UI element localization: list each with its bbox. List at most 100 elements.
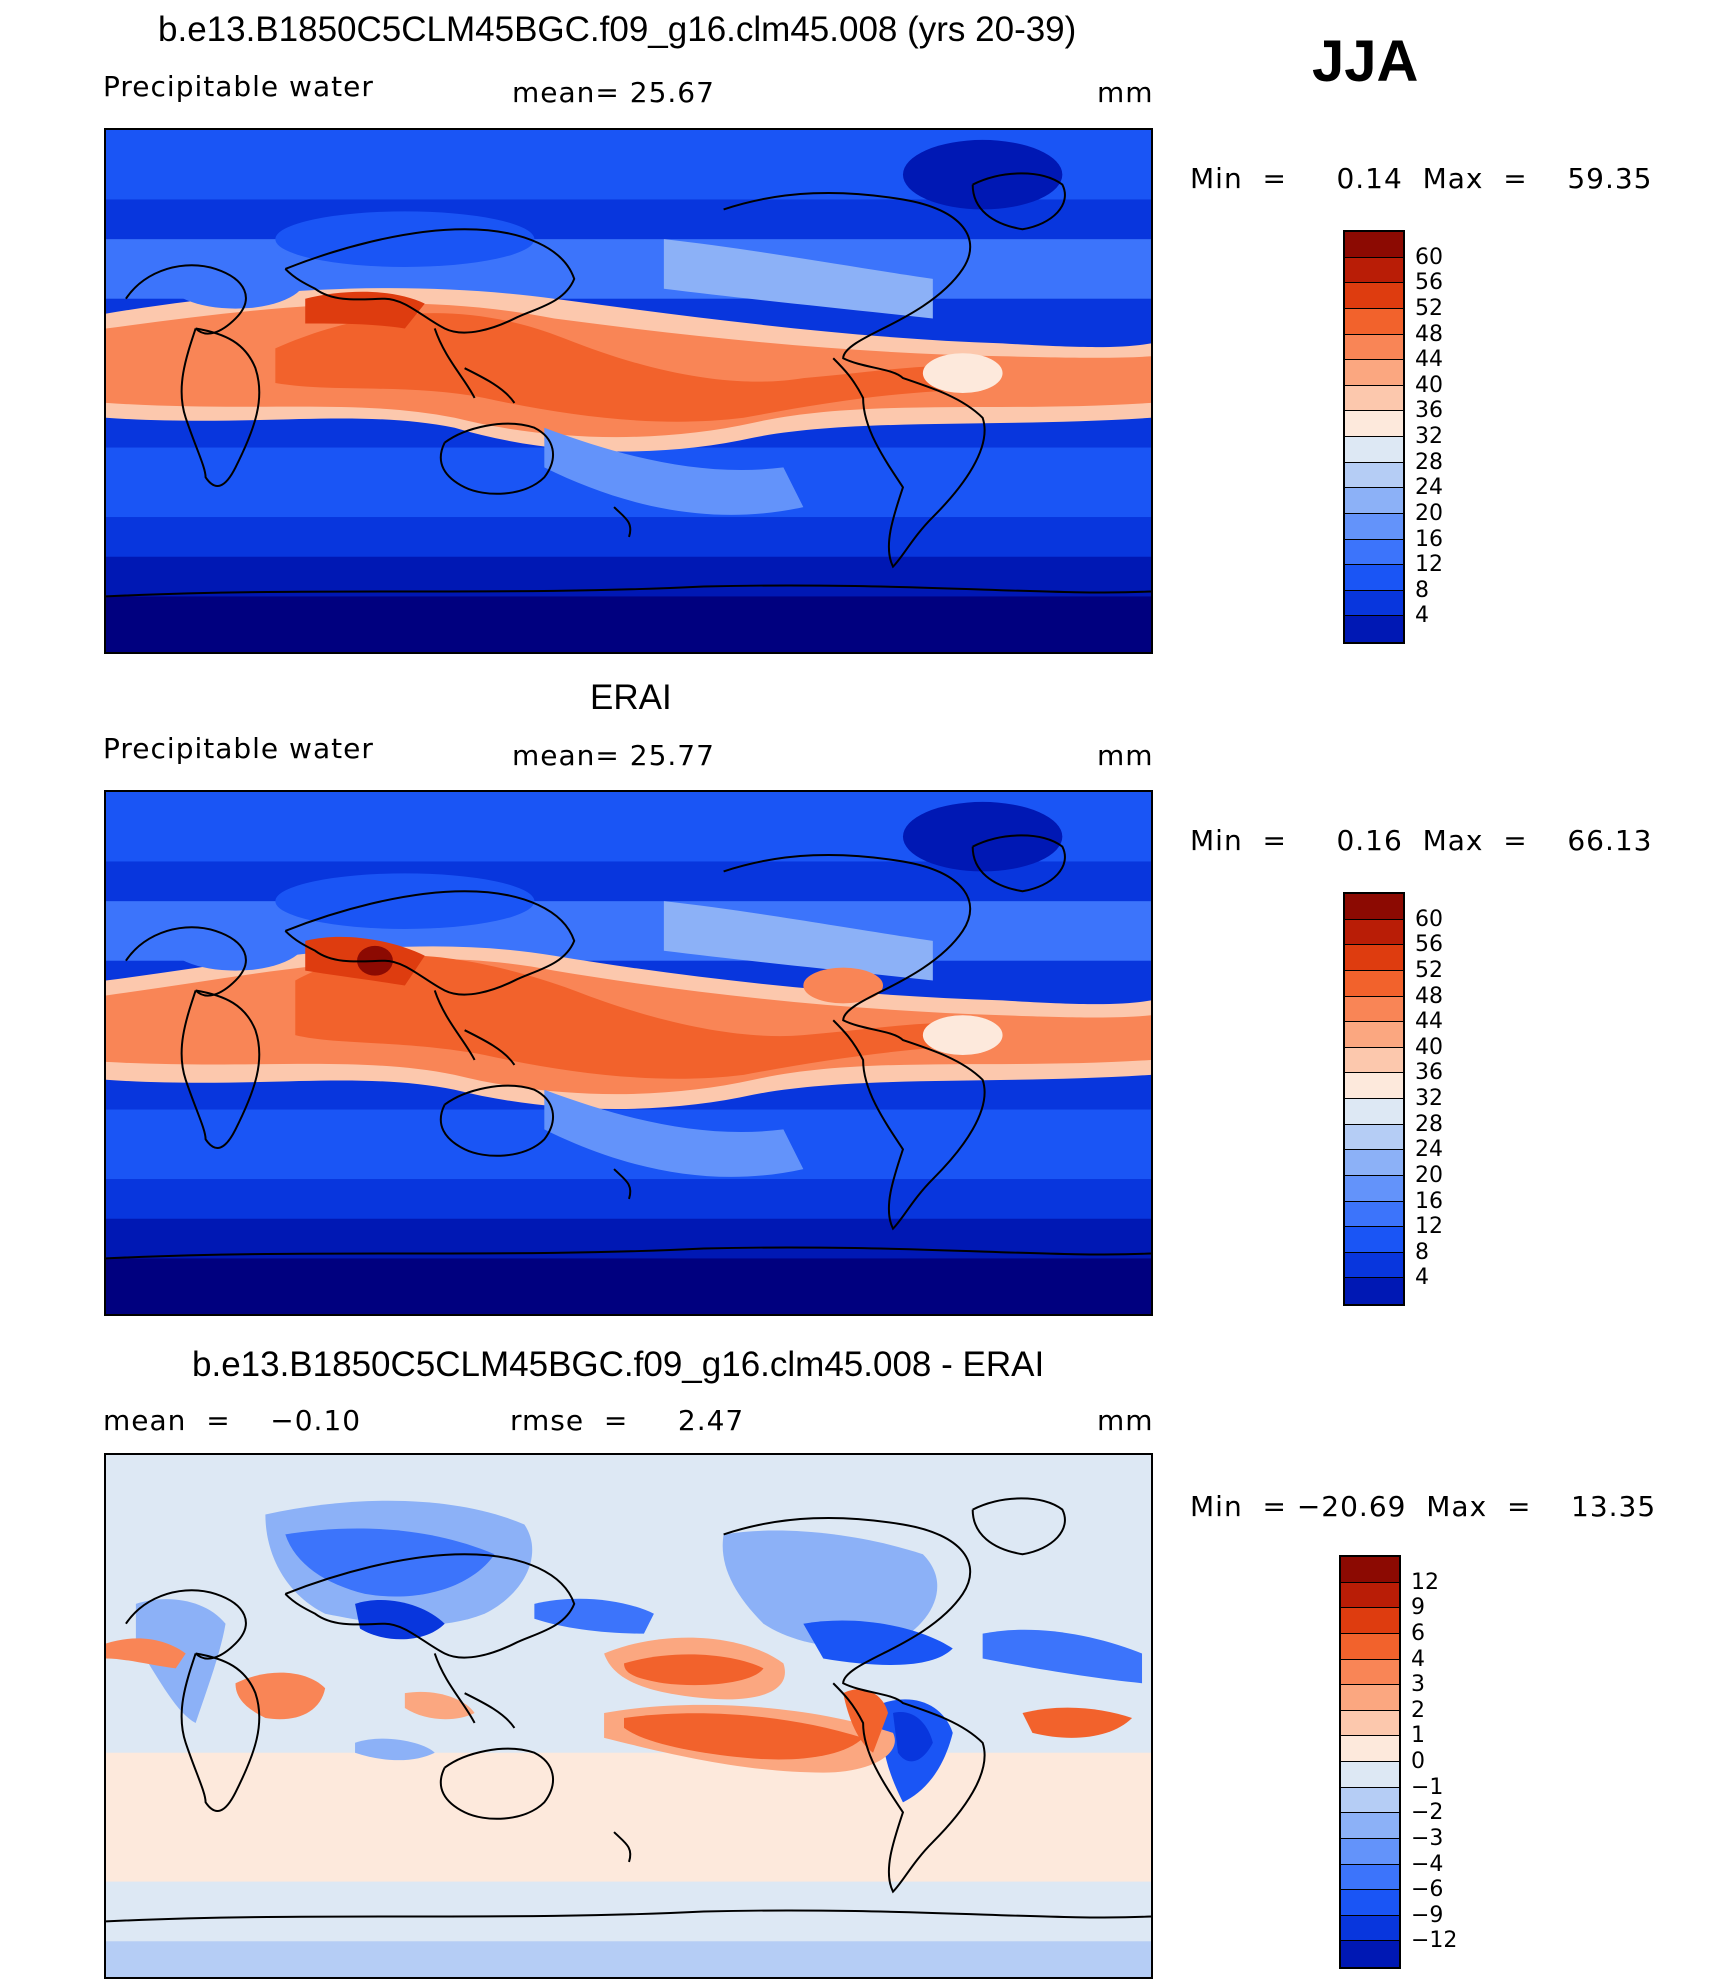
panel3-units: mm [1097,1404,1154,1437]
colorbar-tick-label: 24 [1415,1137,1443,1163]
colorbar-swatch [1345,1124,1403,1151]
colorbar-swatch [1345,1175,1403,1202]
colorbar-swatch [1341,1633,1399,1660]
colorbar-swatch [1341,1608,1399,1634]
colorbar-swatch [1345,1099,1403,1125]
colorbar-tick-label: 32 [1415,1086,1443,1111]
colorbar-swatch [1345,513,1403,540]
colorbar-tick-label: 60 [1415,906,1443,932]
colorbar-tick-label: −9 [1411,1902,1444,1928]
colorbar-swatch [1345,1150,1403,1176]
panel2-title: ERAI [590,678,672,717]
colorbar-swatch [1345,539,1403,566]
colorbar-tick-label: 28 [1415,1111,1443,1137]
colorbar-swatch [1345,411,1403,437]
colorbar-swatch [1345,1252,1403,1279]
colorbar-swatch [1345,462,1403,489]
colorbar-tick-label: 16 [1415,1188,1443,1214]
colorbar-tick-label: 20 [1415,1162,1443,1188]
colorbar-swatch [1341,1762,1399,1788]
colorbar-swatch [1341,1838,1399,1865]
colorbar-tick-label: 4 [1415,1265,1429,1291]
colorbar-swatch [1345,488,1403,514]
colorbar-swatch [1345,283,1403,309]
colorbar-tick-label: −4 [1411,1851,1444,1877]
colorbar-tick-label: 12 [1411,1569,1439,1595]
panel3-minmax: Min = −20.69 Max = 13.35 [1190,1490,1657,1523]
colorbar-swatch [1341,1710,1399,1737]
colorbar-tick-label: 24 [1415,475,1443,501]
colorbar-swatch [1341,1659,1399,1686]
colorbar-swatch [1341,1890,1399,1916]
colorbar-swatch [1345,970,1403,997]
colorbar-tick-label: −1 [1411,1774,1444,1800]
colorbar-tick-label: 16 [1415,526,1443,552]
colorbar-tick-label: 48 [1415,321,1443,347]
colorbar-tick-label: 0 [1411,1749,1425,1774]
colorbar-tick-label: 48 [1415,983,1443,1009]
panel3-rmse: rmse = 2.47 [510,1404,745,1437]
colorbar-tick-label: 4 [1411,1646,1425,1672]
colorbar-swatch [1345,257,1403,284]
colorbar-swatch [1345,894,1403,920]
colorbar-tick-label: −3 [1411,1825,1444,1851]
colorbar-swatch [1345,334,1403,361]
colorbar-tick-label: 8 [1415,1239,1429,1265]
panel3-mean: mean = −0.10 [103,1404,362,1437]
season-label: JJA [1312,29,1419,94]
colorbar-tick-label: 20 [1415,500,1443,526]
colorbar-swatch [1345,1073,1403,1099]
colorbar-swatch [1345,616,1403,642]
panel1-map [104,128,1153,654]
panel2-units: mm [1097,739,1154,772]
colorbar-tick-label: −2 [1411,1800,1444,1826]
panel3-title: b.e13.B1850C5CLM45BGC.f09_g16.clm45.008 … [192,1345,1045,1384]
colorbar-tick-label: 12 [1415,1214,1443,1240]
panel2-variable: Precipitable water [103,732,374,765]
colorbar-tick-label: 2 [1411,1697,1425,1723]
colorbar-swatch [1341,1941,1399,1967]
panel2-mean: mean= 25.77 [512,739,715,772]
colorbar-swatch [1341,1864,1399,1891]
panel2-map [104,790,1153,1316]
colorbar-swatch [1345,232,1403,258]
colorbar-tick-label: −12 [1411,1928,1458,1954]
colorbar-swatch [1341,1787,1399,1814]
colorbar-tick-label: 56 [1415,932,1443,958]
colorbar-swatch [1341,1685,1399,1711]
colorbar-tick-label: 4 [1415,603,1429,629]
panel2-colorbar [1343,892,1405,1306]
colorbar-swatch [1345,919,1403,946]
colorbar-swatch [1341,1915,1399,1942]
colorbar-swatch [1345,565,1403,591]
colorbar-swatch [1341,1557,1399,1583]
colorbar-swatch [1345,945,1403,971]
colorbar-swatch [1345,1227,1403,1253]
colorbar-swatch [1345,1201,1403,1228]
colorbar-tick-label: 60 [1415,244,1443,270]
panel1-mean: mean= 25.67 [512,76,715,109]
colorbar-tick-label: 9 [1411,1595,1425,1621]
colorbar-swatch [1345,1022,1403,1048]
panel1-variable: Precipitable water [103,70,374,103]
colorbar-tick-label: 6 [1411,1620,1425,1646]
colorbar-tick-label: 28 [1415,449,1443,475]
colorbar-swatch [1345,308,1403,335]
colorbar-tick-label: 32 [1415,424,1443,449]
colorbar-tick-label: 8 [1415,577,1429,603]
colorbar-tick-label: 36 [1415,1060,1443,1086]
panel3-map [104,1453,1153,1979]
panel2-minmax: Min = 0.16 Max = 66.13 [1190,824,1653,857]
colorbar-swatch [1345,360,1403,386]
colorbar-swatch [1341,1736,1399,1762]
colorbar-swatch [1345,1278,1403,1304]
colorbar-swatch [1345,385,1403,412]
panel1-colorbar [1343,230,1405,644]
panel1-title: b.e13.B1850C5CLM45BGC.f09_g16.clm45.008 … [158,10,1077,49]
colorbar-tick-label: 56 [1415,270,1443,296]
colorbar-tick-label: 36 [1415,398,1443,424]
colorbar-tick-label: −6 [1411,1877,1444,1903]
colorbar-tick-label: 44 [1415,347,1443,373]
colorbar-tick-label: 1 [1411,1723,1425,1749]
colorbar-swatch [1341,1813,1399,1839]
